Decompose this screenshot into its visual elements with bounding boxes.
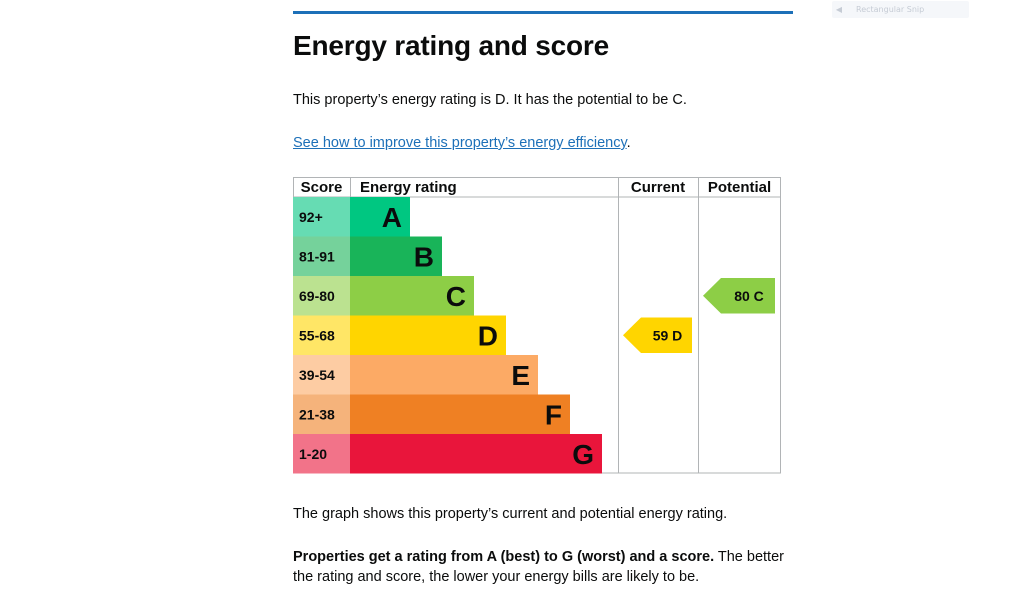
rating-explanation: Properties get a rating from A (best) to… <box>293 547 793 587</box>
header-current: Current <box>631 179 685 196</box>
rating-bar-b <box>350 236 442 276</box>
score-cell-d <box>293 315 350 355</box>
rating-bar-e <box>350 355 538 395</box>
potential-rating-label: 80 C <box>734 288 764 304</box>
score-cell-e <box>293 355 350 395</box>
header-potential: Potential <box>708 179 771 196</box>
rating-letter-d: D <box>478 320 498 351</box>
score-cell-a <box>293 197 350 237</box>
page-title: Energy rating and score <box>293 30 609 61</box>
rating-bar-g <box>350 434 602 474</box>
score-label-f: 21-38 <box>299 406 335 422</box>
score-label-e: 39-54 <box>299 367 335 383</box>
header-score: Score <box>301 179 343 196</box>
rating-bar-a <box>350 197 410 237</box>
section-divider <box>293 11 793 14</box>
rating-explanation-rest: The better the rating and score, the low… <box>293 549 784 585</box>
rating-letter-f: F <box>545 399 562 430</box>
score-label-d: 55-68 <box>299 327 335 343</box>
score-cell-c <box>293 276 350 316</box>
score-cell-b <box>293 236 350 276</box>
current-rating-label: 59 D <box>653 327 683 343</box>
score-label-a: 92+ <box>299 209 323 225</box>
score-cell-f <box>293 394 350 434</box>
rating-bar-d <box>350 315 506 355</box>
rating-letter-b: B <box>414 241 434 272</box>
arrow-left-icon[interactable]: ◀ <box>835 5 843 14</box>
improve-efficiency-link[interactable]: See how to improve this property’s energ… <box>293 135 627 151</box>
current-rating-arrow <box>623 317 692 353</box>
score-cell-g <box>293 434 350 474</box>
header-energy-rating: Energy rating <box>360 179 457 196</box>
rating-letter-a: A <box>382 202 402 233</box>
score-label-g: 1-20 <box>299 446 327 462</box>
potential-rating-arrow <box>703 278 775 314</box>
rectangular-snip-toolbar[interactable]: ◀ Rectangular Snip <box>832 1 969 18</box>
score-label-c: 69-80 <box>299 288 335 304</box>
score-label-b: 81-91 <box>299 248 335 264</box>
snip-mode-label: Rectangular Snip <box>856 5 925 14</box>
rating-bar-c <box>350 276 474 316</box>
rating-summary-text: This property’s energy rating is D. It h… <box>293 92 687 108</box>
link-suffix: . <box>626 135 631 151</box>
rating-letter-g: G <box>572 439 594 470</box>
rating-letter-c: C <box>446 281 466 312</box>
improve-link-paragraph: See how to improve this property’s energ… <box>293 133 631 153</box>
rating-explanation-bold: Properties get a rating from A (best) to… <box>293 549 715 565</box>
rating-bar-f <box>350 394 570 434</box>
energy-rating-chart: Score Energy rating Current Potential 92+ A 81… <box>293 177 781 474</box>
graph-description: The graph shows this property’s current … <box>293 506 728 522</box>
rating-letter-e: E <box>511 360 530 391</box>
